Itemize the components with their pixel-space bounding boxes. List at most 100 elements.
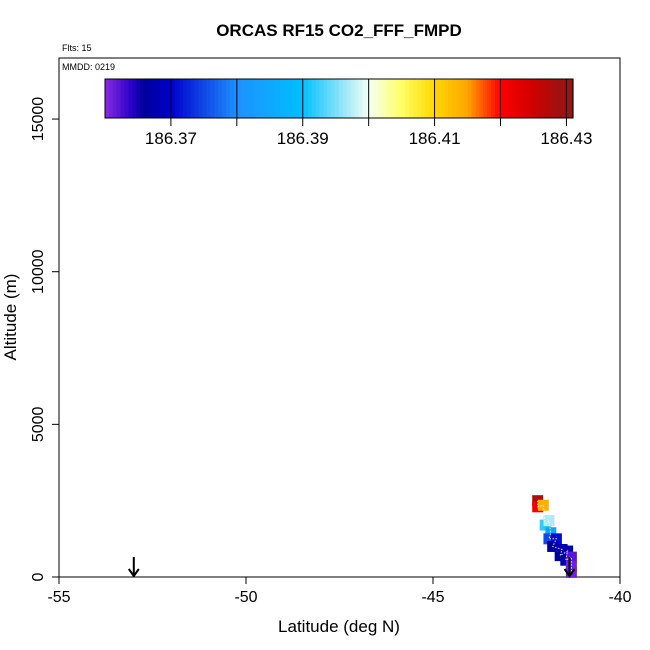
colorbar-segment — [132, 79, 137, 118]
colorbar-segment — [456, 79, 461, 118]
y-tick-label: 5000 — [30, 406, 47, 442]
colorbar-segment — [397, 79, 402, 118]
colorbar-segment — [409, 79, 414, 118]
colorbar-segment — [222, 79, 227, 118]
colorbar-segment — [210, 79, 215, 118]
colorbar-segment — [268, 79, 274, 118]
colorbar-segment — [362, 79, 367, 118]
colorbar-segment — [491, 79, 496, 118]
colorbar-segment — [545, 79, 551, 118]
y-axis: 0 5000 10000 15000 — [30, 97, 59, 581]
colorbar-segment — [561, 79, 566, 118]
colorbar-segment — [350, 79, 356, 118]
colorbar-segment — [257, 79, 262, 118]
flights-label: Flts: 15 — [62, 43, 92, 53]
data-point — [532, 495, 544, 507]
colorbar-segment — [303, 79, 309, 118]
colorbar-segment — [479, 79, 484, 118]
colorbar-segment — [116, 79, 122, 118]
colorbar-segment — [183, 79, 188, 118]
colorbar-segment — [144, 79, 149, 118]
colorbar-segment — [459, 79, 465, 118]
colorbar-segment — [307, 79, 313, 118]
date-label: MMDD: 0219 — [62, 62, 115, 72]
colorbar-segment — [108, 79, 114, 118]
colorbar-segment — [448, 79, 453, 118]
colorbar-tick-label: 186.39 — [277, 129, 329, 148]
colorbar-segment — [280, 79, 285, 118]
colorbar-segment — [358, 79, 363, 118]
flight-track — [537, 500, 572, 573]
colorbar-segment — [214, 79, 219, 118]
colorbar-segment — [296, 79, 301, 118]
colorbar-segment — [245, 79, 250, 118]
colorbar-segment — [342, 79, 348, 118]
x-tick-label: -40 — [608, 589, 631, 606]
y-axis-label: Altitude (m) — [1, 274, 20, 361]
colorbar-segment — [190, 79, 196, 118]
colorbar-segment — [553, 79, 558, 118]
colorbar-segment — [284, 79, 289, 118]
colorbar-segment — [498, 79, 504, 118]
colorbar-segment — [202, 79, 207, 118]
data-point — [545, 527, 557, 539]
colorbar-segment — [179, 79, 184, 118]
colorbar-segment — [128, 79, 133, 118]
colorbar-segment — [339, 79, 344, 118]
colorbar-segment — [541, 79, 547, 118]
data-point — [543, 515, 555, 527]
colorbar-segment — [487, 79, 492, 118]
data-point — [537, 499, 549, 511]
colorbar-segment — [452, 79, 457, 118]
data-point — [554, 550, 566, 562]
colorbar-segment — [557, 79, 562, 118]
colorbar-segment — [569, 79, 574, 118]
colorbar-segment — [124, 79, 129, 118]
colorbar-segment — [495, 79, 500, 118]
colorbar-tick-label: 186.41 — [409, 129, 461, 148]
data-point — [565, 560, 577, 572]
colorbar-segment — [436, 79, 441, 118]
colorbar-segment — [483, 79, 488, 118]
colorbar-segment — [378, 79, 383, 118]
data-point — [560, 554, 572, 566]
colorbar-segment — [537, 79, 543, 118]
y-tick-label: 10000 — [30, 249, 47, 294]
colorbar: 186.37 186.39 186.41 186.43 — [104, 78, 592, 148]
colorbar-segment — [417, 79, 422, 118]
colorbar-segment — [526, 79, 531, 118]
x-axis: -55 -50 -45 -40 — [47, 577, 632, 606]
colorbar-segment — [522, 79, 527, 118]
colorbar-segment — [163, 79, 168, 118]
data-point — [543, 533, 555, 545]
colorbar-segment — [393, 79, 399, 118]
colorbar-segment — [514, 79, 519, 118]
colorbar-segment — [155, 79, 161, 118]
colorbar-segment — [175, 79, 180, 118]
colorbar-segment — [276, 79, 282, 118]
colorbar-segment — [510, 79, 516, 118]
colorbar-segment — [225, 79, 231, 118]
colorbar-segment — [140, 79, 145, 118]
colorbar-segment — [549, 79, 555, 118]
colorbar-segment — [385, 79, 391, 118]
colorbar-segment — [370, 79, 375, 118]
colorbar-segment — [323, 79, 328, 118]
colorbar-segment — [288, 79, 293, 118]
y-tick-label: 0 — [30, 572, 47, 581]
x-tick-label: -50 — [234, 589, 257, 606]
x-tick-label: -45 — [421, 589, 444, 606]
colorbar-segment — [311, 79, 317, 118]
colorbar-segment — [530, 79, 535, 118]
arrow-head — [127, 568, 140, 578]
colorbar-segment — [518, 79, 523, 118]
colorbar-segment — [346, 79, 352, 118]
x-tick-label: -55 — [47, 589, 70, 606]
colorbar-tick-label: 186.37 — [145, 129, 197, 148]
colorbar-segment — [331, 79, 336, 118]
colorbar-segment — [198, 79, 204, 118]
colorbar-segment — [194, 79, 200, 118]
x-axis-label: Latitude (deg N) — [278, 617, 400, 636]
colorbar-segment — [354, 79, 360, 118]
colorbar-segment — [105, 79, 110, 118]
